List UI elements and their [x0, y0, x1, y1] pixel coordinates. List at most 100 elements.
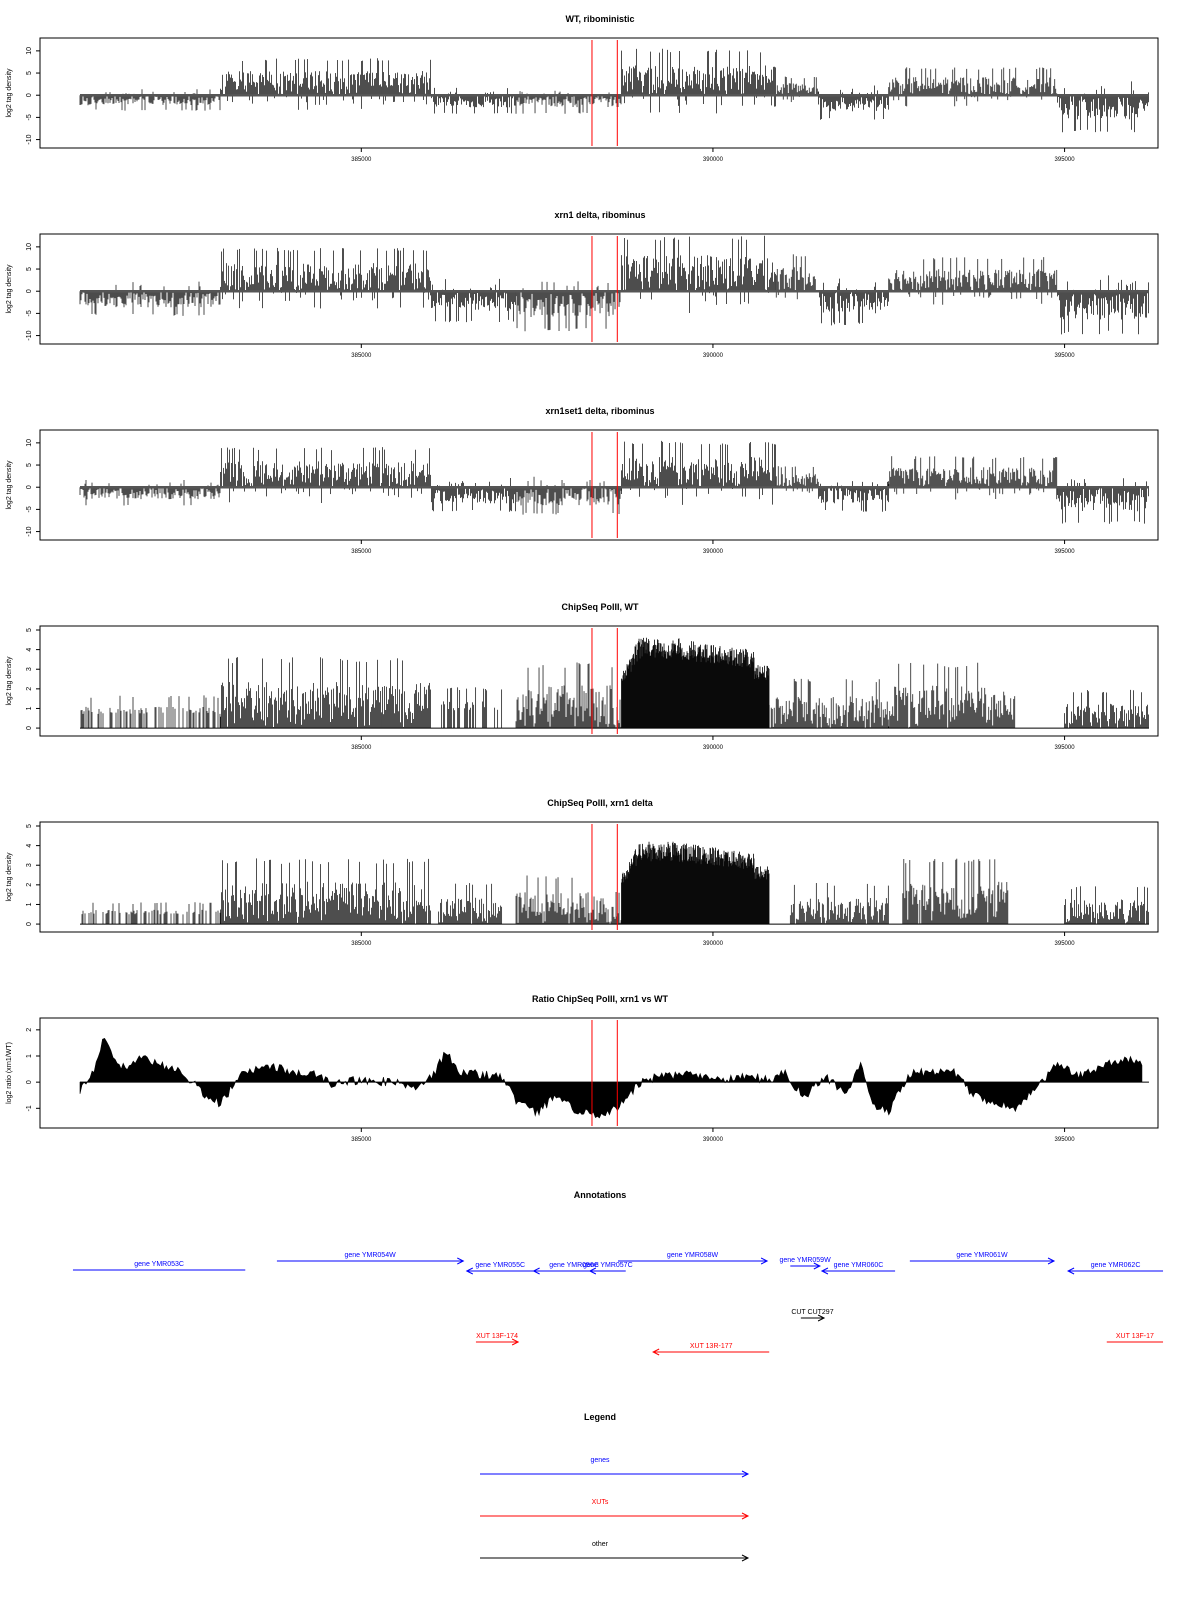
segment-4 — [621, 48, 776, 114]
y-axis-label: log2 tag density — [6, 460, 13, 510]
y-tick-label: -10 — [26, 330, 33, 340]
chart-panel-2: xrn1 delta, ribominus log2 tag density -10… — [6, 210, 1159, 359]
segment-8 — [1057, 478, 1149, 524]
y-axis-label: log2 tag density — [6, 68, 13, 118]
series-bars — [79, 440, 1149, 524]
chart-title: xrn1 delta, ribominus — [554, 210, 645, 220]
y-tick-label: -10 — [26, 134, 33, 144]
segment-1 — [220, 247, 432, 309]
segment-1 — [220, 858, 432, 925]
segment-0 — [79, 281, 221, 316]
y-tick-label: 1 — [26, 902, 33, 906]
series-bars — [79, 48, 1149, 133]
y-tick-label: 0 — [26, 922, 33, 926]
y-tick-label: -10 — [26, 526, 33, 536]
y-tick-label: 5 — [26, 463, 33, 467]
segment-3 — [515, 281, 622, 332]
segment-6 — [818, 85, 889, 120]
segment-2 — [431, 477, 516, 512]
x-tick-label: 395000 — [1055, 353, 1076, 359]
segment-8 — [1057, 81, 1149, 133]
segment-4 — [621, 637, 770, 729]
x-tick-label: 390000 — [703, 549, 724, 555]
segment-0 — [79, 89, 221, 111]
segment-3 — [515, 476, 622, 515]
plot-frame — [39, 37, 1159, 149]
segment-7 — [1064, 689, 1149, 729]
segment-2 — [441, 687, 503, 729]
x-tick-label: 395000 — [1055, 549, 1076, 555]
x-tick-label: 395000 — [1055, 157, 1076, 163]
y-tick-label: -5 — [26, 506, 33, 512]
y-tick-label: -5 — [26, 310, 33, 316]
plot-frame — [39, 233, 1159, 345]
y-tick-label: 4 — [26, 844, 33, 848]
y-tick-label: 10 — [26, 439, 33, 447]
x-tick-label: 390000 — [703, 941, 724, 947]
x-tick-label: 395000 — [1055, 941, 1076, 947]
y-axis-label: log2 tag density — [6, 656, 13, 706]
x-tick-label: 385000 — [351, 941, 372, 947]
y-tick-label: 3 — [26, 863, 33, 867]
y-tick-label: 2 — [26, 883, 33, 887]
segment-5 — [775, 76, 819, 103]
segment-3 — [515, 662, 622, 729]
segment-7 — [888, 67, 1058, 107]
plot-frame — [39, 625, 1159, 737]
y-axis-label: log2 tag density — [6, 264, 13, 314]
y-tick-label: 5 — [26, 824, 33, 828]
segment-6 — [818, 278, 889, 326]
x-tick-label: 390000 — [703, 745, 724, 751]
segment-0 — [81, 902, 221, 925]
chart-title: ChipSeq PolII, xrn1 delta — [547, 798, 654, 808]
chart-panel-3: xrn1set1 delta, ribominus log2 tag densit… — [6, 406, 1159, 555]
y-tick-label: 0 — [26, 93, 33, 97]
segment-1 — [220, 657, 432, 729]
segment-4 — [621, 235, 776, 314]
x-tick-label: 385000 — [351, 745, 372, 751]
y-tick-label: -5 — [26, 114, 33, 120]
series-bars — [81, 841, 1149, 925]
segment-5 — [775, 254, 819, 300]
y-tick-label: 0 — [26, 485, 33, 489]
y-tick-label: 10 — [26, 47, 33, 55]
x-tick-label: 395000 — [1055, 745, 1076, 751]
segment-0 — [80, 695, 221, 729]
segment-2 — [431, 278, 516, 323]
segment-1 — [220, 58, 432, 110]
chart-panel-1: WT, riboministic log2 tag density -10 -5 0 5 1… — [6, 14, 1159, 163]
x-tick-label: 385000 — [351, 157, 372, 163]
segment-2 — [431, 87, 516, 114]
y-tick-label: 3 — [26, 667, 33, 671]
chart-title: xrn1set1 delta, ribominus — [545, 406, 654, 416]
y-axis-label: log2 tag density — [6, 852, 13, 902]
segment-7 — [888, 257, 1058, 305]
plot-frame — [39, 429, 1159, 541]
segment-1 — [220, 447, 432, 504]
chart-panel-4: ChipSeq PolII, WT log2 tag density 0 1 2 3 4 5 3… — [6, 602, 1159, 751]
segment-8 — [1057, 275, 1149, 335]
x-tick-label: 390000 — [703, 157, 724, 163]
y-tick-label: 1 — [26, 706, 33, 710]
y-tick-label: 5 — [26, 267, 33, 271]
segment-5 — [768, 678, 889, 729]
x-tick-label: 390000 — [703, 353, 724, 359]
segment-6 — [888, 662, 1016, 729]
y-tick-label: 5 — [26, 71, 33, 75]
y-tick-label: 2 — [26, 687, 33, 691]
y-tick-label: 0 — [26, 289, 33, 293]
chart-title: WT, riboministic — [565, 14, 634, 24]
segment-7 — [888, 456, 1058, 500]
series-bars — [79, 235, 1149, 335]
chart-panel-5: ChipSeq PolII, xrn1 delta log2 tag densit… — [6, 798, 1159, 947]
segment-5 — [775, 466, 819, 493]
x-tick-label: 385000 — [351, 353, 372, 359]
plot-frame — [39, 821, 1159, 933]
segment-6 — [818, 481, 889, 512]
chart-title: ChipSeq PolII, WT — [562, 602, 639, 612]
segment-0 — [79, 479, 221, 506]
segment-4 — [621, 440, 776, 505]
y-tick-label: 10 — [26, 243, 33, 251]
series-bars — [80, 637, 1149, 729]
